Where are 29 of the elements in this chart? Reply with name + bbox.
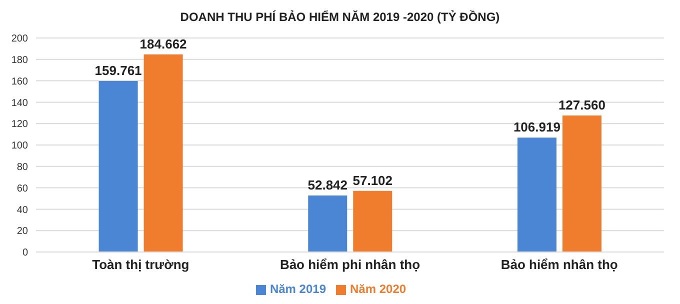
y-tick-label: 200 (11, 34, 28, 45)
legend-label: Năm 2020 (350, 282, 406, 296)
bar (144, 54, 183, 252)
y-tick-label: 80 (16, 162, 28, 173)
y-tick-label: 140 (11, 98, 28, 109)
x-tick-label: Bảo hiểm phi nhân thọ (280, 257, 420, 272)
x-tick-label: Bảo hiểm nhân thọ (500, 257, 618, 272)
y-tick-label: 0 (22, 248, 28, 259)
y-tick-label: 60 (16, 183, 28, 194)
y-tick-label: 20 (16, 226, 28, 238)
y-tick-label: 160 (11, 76, 28, 88)
bar (353, 190, 392, 252)
x-tick-label: Toàn thị trường (92, 257, 190, 272)
bar (98, 81, 138, 252)
y-tick-label: 120 (11, 119, 28, 130)
chart-title: DOANH THU PHÍ BẢO HIỂM NĂM 2019 -2020 (TỶ ĐỒNG) (179, 9, 501, 26)
data-label: 159.761 (94, 63, 142, 78)
y-tick-label: 180 (11, 54, 28, 66)
y-tick-label: 40 (16, 204, 28, 216)
data-label: 106.919 (513, 120, 560, 135)
bar (562, 116, 602, 252)
legend-label: Năm 2019 (270, 282, 326, 296)
bar (517, 138, 556, 252)
data-label: 127.560 (558, 98, 606, 113)
data-label: 52.842 (308, 177, 348, 192)
bar (308, 195, 348, 252)
y-tick-label: 100 (11, 140, 28, 152)
data-label: 57.102 (352, 172, 393, 188)
data-label: 184.662 (140, 36, 187, 52)
